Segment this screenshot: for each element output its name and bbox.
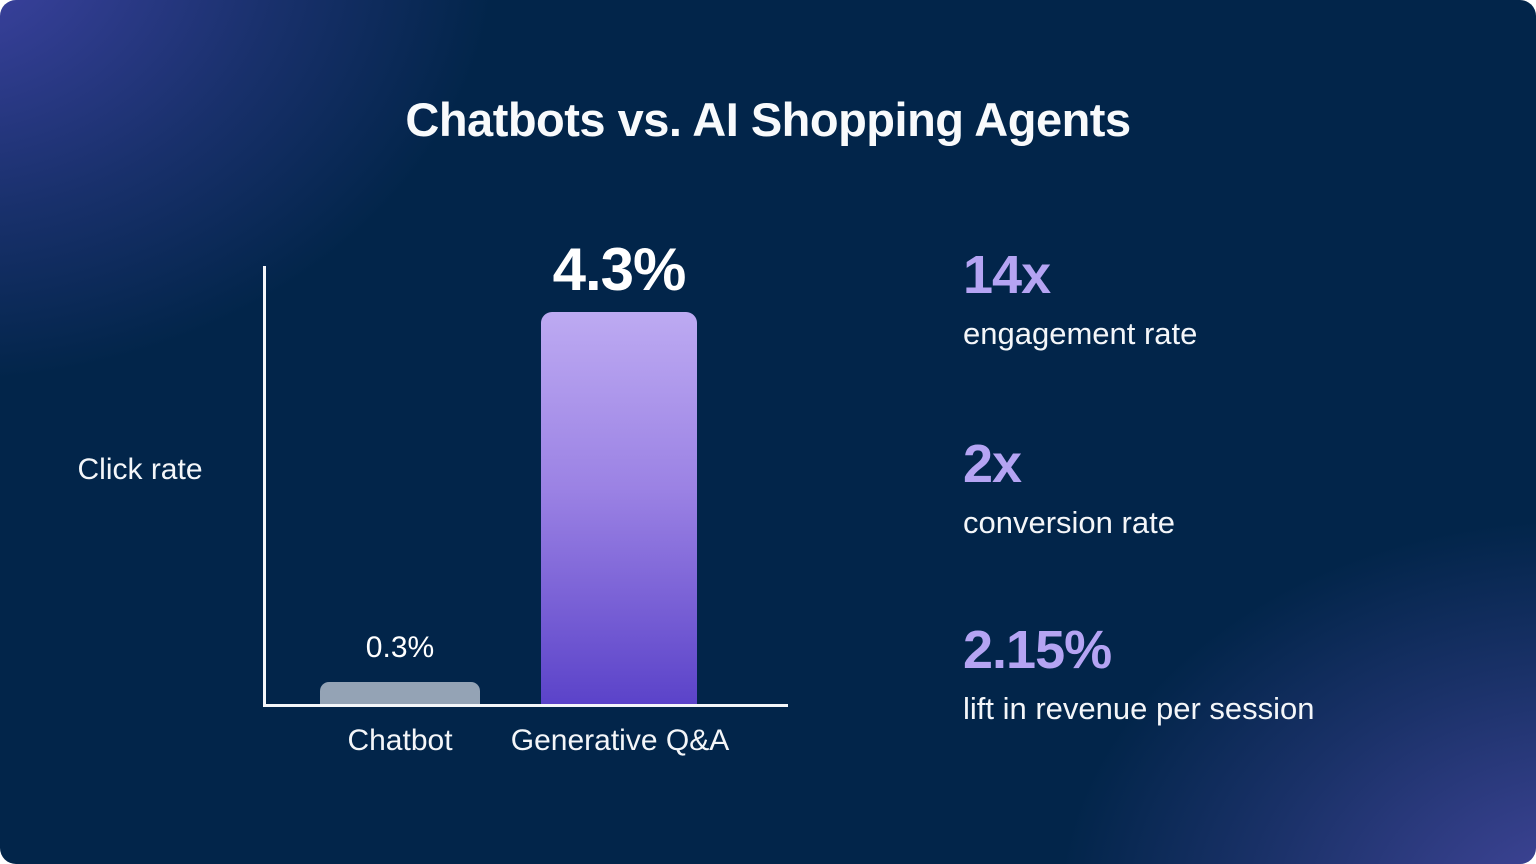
stat-label: lift in revenue per session (963, 691, 1315, 726)
y-axis-line (263, 266, 266, 707)
stat-conversion-rate: 2x conversion rate (963, 437, 1175, 541)
bar-chatbot (320, 682, 480, 704)
page-title: Chatbots vs. AI Shopping Agents (405, 93, 1131, 146)
stat-value: 2x (963, 434, 1022, 494)
stat-label: conversion rate (963, 505, 1175, 540)
x-tick-label-chatbot: Chatbot (347, 724, 453, 757)
x-tick-label-generative-qa: Generative Q&A (510, 724, 730, 757)
bar-generative-qa (541, 312, 697, 704)
stat-label: engagement rate (963, 316, 1198, 351)
stat-engagement-rate: 14x engagement rate (963, 248, 1197, 352)
bar-value-generative-qa: 4.3% (552, 236, 687, 303)
stat-value: 14x (963, 245, 1051, 305)
stat-revenue-lift: 2.15% lift in revenue per session (963, 623, 1315, 727)
y-axis-label: Click rate (77, 453, 203, 486)
x-axis-line (263, 704, 788, 707)
stat-value: 2.15% (963, 620, 1112, 680)
bar-value-chatbot: 0.3% (365, 631, 435, 664)
